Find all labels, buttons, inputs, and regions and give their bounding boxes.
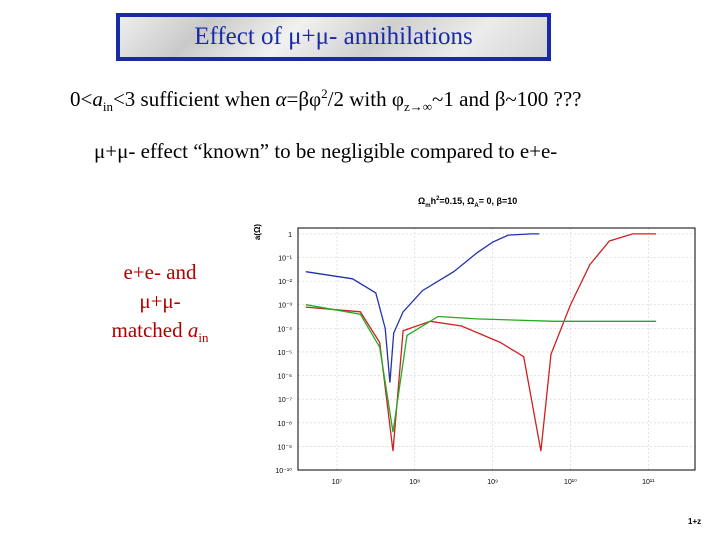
y-tick-label: 10⁻⁶	[278, 374, 292, 381]
y-tick-label: 10⁻³	[278, 303, 292, 310]
l1-c: /2 with	[327, 87, 392, 111]
plot-area: Ωmh2=0.15, ΩA= 0, β=10 a(Ω) 1+z 1 10⁻¹ 10⁻…	[240, 190, 710, 530]
chart-title-c: =0.15, Ω	[439, 196, 474, 206]
l1-phi-subscript: z→∞	[403, 99, 433, 114]
l1-a-subscript: in	[102, 99, 113, 114]
series-line-1	[305, 233, 540, 383]
x-tick-label: 10⁷	[332, 479, 343, 486]
slide-title: Effect of μ+μ- annihilations	[194, 23, 473, 50]
l1-a: 0<	[70, 87, 93, 111]
side-note-line-2: μ+μ-	[139, 289, 181, 313]
y-tick-label: 10⁻¹⁰	[275, 467, 292, 475]
chart-title-b-sup: 2	[436, 196, 440, 202]
series-lines	[305, 233, 657, 452]
x-tick-label: 10¹¹	[642, 479, 655, 486]
y-tick-label: 10⁻⁵	[278, 350, 292, 357]
plot-frame	[297, 227, 696, 471]
y-axis-label: a(Ω)	[253, 224, 262, 241]
x-axis-label: 1+z	[688, 517, 701, 526]
grid	[297, 227, 696, 471]
title-banner: Effect of μ+μ- annihilations	[116, 13, 551, 61]
side-note-matched: matched	[111, 318, 188, 342]
y-tick-label: 10⁻¹	[278, 256, 292, 263]
x-tick-label: 10⁹	[487, 479, 498, 486]
y-tick-label: 10⁻⁴	[278, 326, 293, 333]
statement-line-1: 0<ain<3 sufficient when α=βφ2/2 with φz→…	[70, 86, 581, 115]
l1-eq: =βφ	[286, 87, 322, 111]
chart-title-a-sub: m	[425, 203, 430, 209]
y-tick-label: 10⁻⁷	[278, 397, 292, 404]
y-tick-label: 10⁻⁹	[278, 444, 292, 451]
l1-b: <3 sufficient when	[112, 87, 276, 111]
chart-title-a: Ω	[418, 196, 425, 206]
l1-alpha: α	[275, 87, 287, 111]
statement-line-2: μ+μ- effect “known” to be negligible com…	[94, 139, 558, 163]
chart-title-c-sub: A	[474, 203, 479, 209]
series-line-2	[305, 233, 657, 452]
side-note-line-3: matched ain	[90, 316, 230, 352]
series-line-3	[305, 304, 657, 433]
l1-beta: β	[494, 87, 506, 111]
l1-e: ~100 ???	[505, 87, 582, 111]
y-ticks: 1 10⁻¹ 10⁻² 10⁻³ 10⁻⁴ 10⁻⁵ 10⁻⁶ 10⁻⁷ 10⁻⁸ 10⁻⁹ 10⁻…	[275, 232, 292, 475]
x-tick-label: 10⁸	[409, 479, 420, 486]
y-tick-label: 10⁻⁸	[278, 421, 292, 428]
l1-d: ~1 and	[432, 87, 495, 111]
side-note-line-1: e+e- and	[123, 260, 197, 284]
x-tick-label: 10¹⁰	[564, 478, 577, 486]
y-tick-label: 1	[288, 232, 292, 239]
chart-title: Ωmh2=0.15, ΩA= 0, β=10	[418, 196, 517, 209]
chart-title-b: h	[431, 196, 437, 206]
l1-phi: φ	[391, 87, 404, 111]
l1-square: 2	[321, 86, 328, 101]
side-note-a-subscript: in	[198, 330, 209, 345]
side-note-a-symbol: a	[187, 318, 199, 342]
chart-svg: Ωmh2=0.15, ΩA= 0, β=10 a(Ω) 1+z 1 10⁻¹ 10⁻…	[253, 196, 701, 526]
y-tick-label: 10⁻²	[278, 279, 292, 286]
chart-title-d: = 0, β=10	[479, 196, 518, 206]
side-note: e+e- and μ+μ- matched ain	[90, 258, 230, 352]
x-ticks: 10⁷ 10⁸ 10⁹ 10¹⁰ 10¹¹	[332, 478, 655, 486]
l1-a-symbol: a	[92, 87, 103, 111]
